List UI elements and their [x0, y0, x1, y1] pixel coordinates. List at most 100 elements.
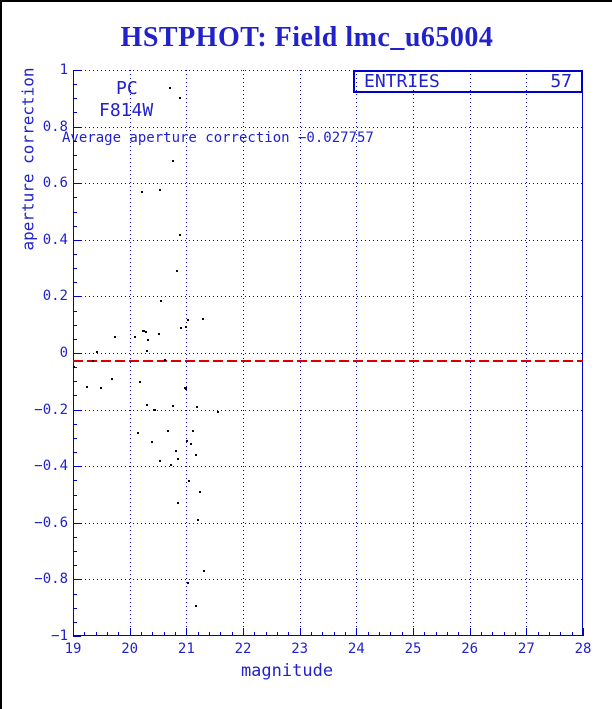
y-minor-tick [73, 169, 77, 171]
data-point [179, 233, 182, 236]
y-minor-tick [73, 395, 77, 397]
data-point [176, 501, 179, 504]
x-minor-tick [231, 632, 233, 636]
y-minor-tick [73, 494, 77, 496]
y-tick-label: −1 [51, 628, 68, 644]
data-point [133, 335, 136, 338]
y-minor-tick [73, 621, 77, 623]
x-minor-tick [492, 632, 494, 636]
data-point [72, 365, 75, 368]
y-major-tick [73, 126, 81, 128]
data-point [167, 430, 170, 433]
data-point [141, 190, 144, 193]
x-major-tick [526, 628, 528, 636]
y-minor-tick [73, 565, 77, 567]
data-point [146, 338, 149, 341]
x-minor-tick [367, 632, 369, 636]
y-major-tick [73, 70, 81, 71]
y-major-tick [73, 579, 81, 581]
y-minor-tick [73, 84, 77, 86]
x-minor-tick [481, 632, 482, 636]
x-minor-tick [322, 632, 324, 636]
x-minor-tick [107, 632, 108, 636]
x-minor-tick [560, 632, 562, 636]
data-point [185, 440, 188, 442]
data-point [146, 404, 149, 407]
x-minor-tick [571, 632, 573, 636]
x-tick-label: 28 [574, 641, 592, 657]
data-point [202, 569, 205, 572]
x-minor-tick [209, 632, 210, 636]
y-gridline [73, 522, 583, 524]
data-point [198, 490, 201, 493]
y-minor-tick [73, 367, 77, 369]
x-minor-tick [84, 632, 86, 636]
x-gridline [356, 70, 358, 636]
data-point [175, 449, 178, 452]
y-minor-tick [73, 225, 77, 227]
y-minor-tick [73, 140, 77, 142]
data-point [176, 269, 179, 272]
data-point [187, 582, 190, 585]
x-minor-tick [288, 632, 290, 636]
x-minor-tick [141, 632, 142, 636]
y-major-tick [73, 353, 81, 354]
y-major-tick [73, 183, 81, 185]
y-tick-label: 0.2 [42, 288, 68, 305]
x-minor-tick [254, 632, 256, 636]
y-major-tick [73, 636, 81, 637]
data-point [179, 97, 182, 100]
detector-annotation: PC [116, 78, 138, 99]
y-minor-tick [73, 98, 77, 100]
data-point [168, 86, 171, 89]
x-gridline [413, 70, 414, 636]
x-major-tick [129, 628, 131, 636]
x-minor-tick [424, 632, 426, 636]
x-gridline [526, 70, 528, 636]
x-gridline [243, 70, 244, 636]
data-point [111, 378, 114, 381]
y-minor-tick [73, 197, 77, 199]
y-tick-label: 0.8 [42, 118, 68, 135]
y-tick-label: 0 [59, 345, 68, 361]
x-tick-label: 20 [121, 641, 139, 657]
y-minor-tick [73, 437, 77, 439]
x-minor-tick [220, 632, 222, 636]
x-minor-tick [95, 632, 97, 636]
y-minor-tick [73, 310, 77, 312]
x-major-tick [583, 628, 584, 636]
x-tick-label: 21 [177, 641, 195, 657]
filter-annotation: F814W [99, 100, 154, 121]
y-major-tick [73, 466, 81, 468]
x-minor-tick [503, 632, 505, 636]
x-major-tick [469, 628, 471, 636]
data-point [189, 443, 192, 446]
x-axis-label: magnitude [240, 661, 334, 681]
y-tick-label: −0.8 [34, 571, 68, 588]
data-point [201, 318, 204, 321]
x-minor-tick [390, 632, 392, 636]
y-minor-tick [73, 268, 77, 270]
x-minor-tick [175, 632, 176, 636]
y-major-tick [73, 296, 81, 298]
y-minor-tick [73, 551, 77, 553]
y-gridline [73, 353, 583, 354]
x-minor-tick [345, 632, 346, 636]
plot-area: PC F814W Average aperture correction −0.… [34, 62, 591, 657]
page-title: HSTPHOT: Field lmc_u65004 [120, 22, 494, 53]
data-point [92, 359, 95, 362]
data-point [150, 440, 153, 443]
y-tick-label: −0.6 [34, 514, 68, 531]
entries-box: ENTRIES 57 [353, 70, 583, 93]
data-point [170, 464, 173, 467]
y-gridline [73, 126, 583, 128]
x-major-tick [243, 628, 244, 636]
data-point [95, 350, 98, 353]
data-point [159, 188, 162, 191]
y-minor-tick [73, 607, 77, 609]
y-gridline [73, 409, 583, 411]
x-tick-label: 25 [404, 641, 422, 657]
y-gridline [73, 70, 583, 71]
average-correction-annotation: Average aperture correction −0.027757 [62, 130, 374, 146]
y-tick-label: −0.2 [34, 401, 68, 418]
